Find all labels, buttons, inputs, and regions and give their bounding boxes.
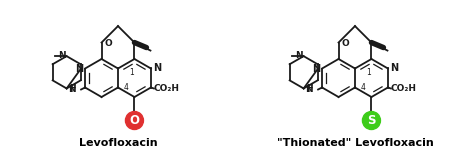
Text: CO₂H: CO₂H bbox=[391, 84, 417, 93]
Text: N: N bbox=[75, 63, 83, 73]
Text: Levofloxacin: Levofloxacin bbox=[79, 138, 157, 148]
Text: O: O bbox=[129, 114, 139, 127]
Text: N: N bbox=[295, 51, 302, 60]
Text: 1: 1 bbox=[129, 68, 134, 77]
Text: N: N bbox=[312, 63, 320, 73]
Text: N: N bbox=[68, 85, 75, 94]
Text: 4: 4 bbox=[361, 83, 366, 92]
Text: 4: 4 bbox=[124, 83, 129, 92]
Text: CO₂H: CO₂H bbox=[154, 84, 180, 93]
Text: O: O bbox=[342, 39, 349, 48]
Ellipse shape bbox=[126, 112, 144, 129]
Text: N: N bbox=[58, 51, 65, 60]
Text: F: F bbox=[307, 84, 313, 95]
Text: 1: 1 bbox=[366, 68, 371, 77]
Text: N: N bbox=[390, 63, 398, 73]
Text: F: F bbox=[70, 84, 76, 95]
Text: "Thionated" Levofloxacin: "Thionated" Levofloxacin bbox=[277, 138, 433, 148]
Text: S: S bbox=[367, 114, 376, 127]
Text: N: N bbox=[305, 85, 312, 94]
Ellipse shape bbox=[363, 112, 381, 129]
Text: N: N bbox=[153, 63, 161, 73]
Text: O: O bbox=[105, 39, 112, 48]
